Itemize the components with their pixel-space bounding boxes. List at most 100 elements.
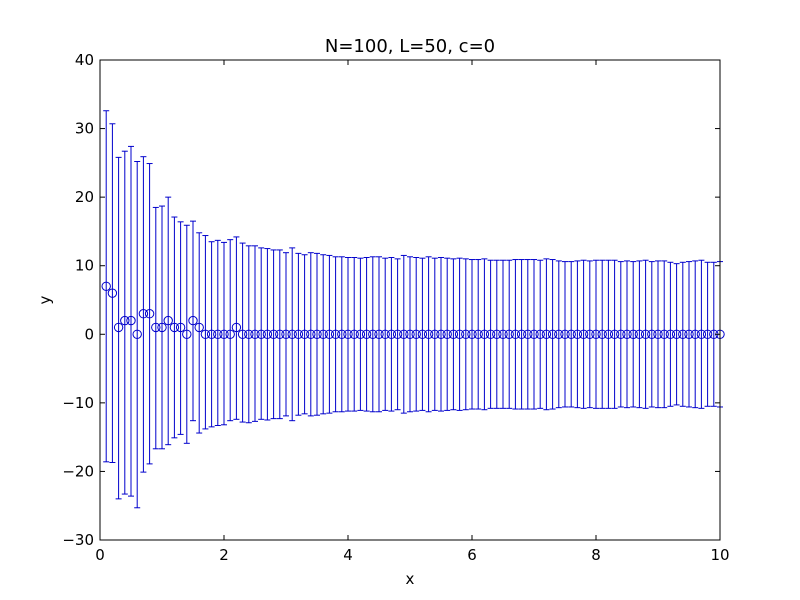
data-point [690, 329, 700, 339]
data-point [492, 329, 502, 339]
data-point [206, 329, 217, 339]
data-point [268, 329, 279, 339]
x-tick-label: 0 [95, 546, 105, 564]
data-point [591, 329, 601, 339]
data-point [448, 329, 459, 339]
y-tick-label: −10 [62, 394, 94, 412]
data-point [516, 329, 527, 339]
data-point [702, 329, 713, 339]
data-point [653, 329, 663, 339]
data-point [572, 329, 583, 339]
data-point [671, 329, 682, 339]
data-point [113, 322, 124, 333]
data-point [659, 329, 669, 339]
x-axis-label: x [406, 570, 415, 588]
data-point [616, 329, 626, 339]
data-point [126, 315, 136, 326]
data-point [535, 329, 545, 339]
data-point [380, 329, 390, 339]
data-point [194, 322, 204, 333]
data-point [634, 329, 645, 339]
data-point [256, 329, 266, 339]
data-point [498, 329, 508, 339]
data-point [299, 329, 310, 339]
data-point [436, 329, 446, 339]
data-point [225, 329, 235, 339]
data-point [560, 329, 570, 339]
data-point [138, 309, 149, 319]
data-point [213, 329, 223, 339]
data-point [628, 329, 638, 339]
data-point [368, 329, 378, 339]
data-point [293, 329, 304, 339]
data-point [157, 322, 167, 333]
data-point [355, 329, 366, 339]
data-point [609, 329, 620, 339]
data-point [454, 329, 465, 339]
data-point [237, 329, 248, 339]
data-point [287, 329, 297, 339]
data-point [219, 329, 229, 339]
chart-title: N=100, L=50, c=0 [325, 36, 495, 57]
y-axis-label: y [36, 295, 54, 304]
plot-frame [99, 59, 721, 541]
data-point [132, 329, 142, 339]
x-tick-label: 4 [343, 546, 353, 564]
y-tick-label: −30 [62, 531, 94, 549]
data-point [144, 309, 155, 319]
data-point [120, 315, 130, 326]
data-point [324, 329, 335, 339]
data-point [479, 329, 490, 339]
data-point [374, 329, 384, 339]
x-tick-label: 2 [219, 546, 229, 564]
data-point [647, 329, 657, 339]
y-tick-label: −20 [62, 462, 94, 480]
data-point [318, 329, 328, 339]
data-point [554, 329, 564, 339]
data-point [485, 329, 496, 339]
y-tick-label: 0 [84, 325, 94, 343]
data-point [467, 329, 477, 339]
data-point [231, 322, 242, 333]
data-point [566, 329, 576, 339]
data-point [386, 329, 397, 339]
data-point [361, 329, 372, 339]
data-point [541, 329, 552, 339]
series-layer [101, 110, 725, 509]
data-point [337, 329, 347, 339]
data-point [306, 329, 316, 339]
data-point [330, 329, 341, 339]
data-point [696, 329, 707, 339]
data-point [399, 329, 409, 339]
data-point [281, 329, 291, 339]
data-point [175, 322, 186, 333]
data-point [107, 288, 118, 298]
data-point [169, 322, 180, 333]
data-point [423, 329, 434, 339]
data-point [442, 329, 452, 339]
data-point [101, 281, 111, 291]
data-point [473, 329, 483, 339]
data-point [182, 329, 192, 339]
data-point [430, 329, 440, 339]
data-point [392, 329, 403, 339]
data-point [510, 329, 521, 339]
ticks-layer: 0 2 4 6 8 10 −30 −20 −10 0 10 20 30 40 [62, 51, 729, 564]
data-point [678, 329, 688, 339]
data-point [250, 329, 260, 339]
data-point [585, 329, 595, 339]
data-point [684, 329, 694, 339]
data-point [665, 329, 676, 339]
data-point [523, 329, 533, 339]
data-point [597, 329, 607, 339]
data-point [417, 329, 428, 339]
data-point [504, 329, 514, 339]
data-point [343, 329, 353, 339]
data-point [405, 329, 415, 339]
data-point [262, 329, 273, 339]
data-point [163, 315, 173, 326]
x-tick-label: 8 [591, 546, 601, 564]
data-point [603, 329, 614, 339]
